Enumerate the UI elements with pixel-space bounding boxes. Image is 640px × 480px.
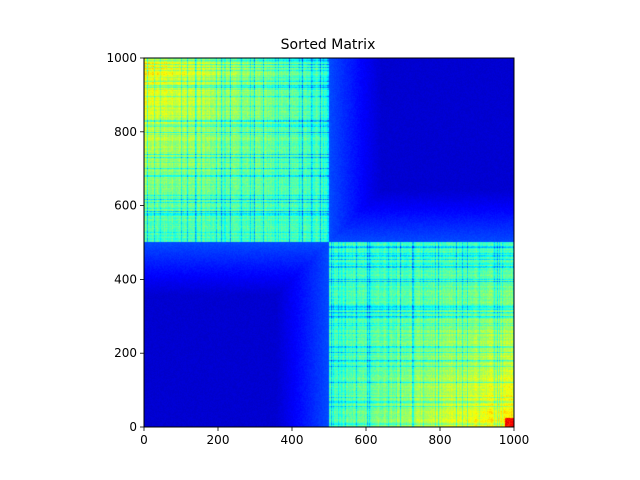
y-tick-label: 600 xyxy=(114,199,137,213)
x-tick-label: 600 xyxy=(355,433,378,447)
chart-title: Sorted Matrix xyxy=(281,37,376,53)
y-axis: 0 200 400 600 800 1000 xyxy=(106,51,144,434)
y-tick-label: 800 xyxy=(114,125,137,139)
x-tick-label: 0 xyxy=(140,433,148,447)
y-tick-label: 200 xyxy=(114,346,137,360)
x-tick-label: 400 xyxy=(281,433,304,447)
x-tick-label: 200 xyxy=(207,433,230,447)
heatmap-image xyxy=(144,58,514,427)
plot-area xyxy=(143,57,515,428)
axes-frame xyxy=(143,57,515,428)
x-axis: 0 200 400 600 800 1000 xyxy=(140,427,529,447)
x-tick-label: 800 xyxy=(429,433,452,447)
y-tick-label: 400 xyxy=(114,272,137,286)
x-tick-label: 1000 xyxy=(499,433,530,447)
y-tick-label: 0 xyxy=(129,420,137,434)
y-tick-label: 1000 xyxy=(106,51,137,65)
